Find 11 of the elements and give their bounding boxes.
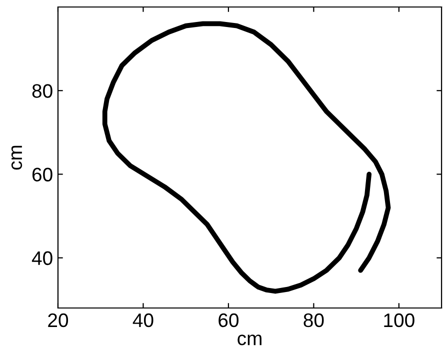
x-tick-label: 100 bbox=[384, 313, 414, 328]
y-tick-label: 60 bbox=[32, 168, 52, 182]
y-tick-label: 40 bbox=[32, 251, 52, 266]
y-axis-title: cm bbox=[11, 146, 22, 170]
x-tick-label: 60 bbox=[218, 313, 239, 328]
x-tick-label: 20 bbox=[48, 313, 68, 328]
y-tick-label: 80 bbox=[32, 84, 52, 98]
x-axis-title: cm bbox=[238, 334, 262, 346]
x-tick-label: 40 bbox=[132, 313, 154, 328]
x-tick-label: 80 bbox=[304, 313, 324, 328]
line-series bbox=[102, 21, 391, 294]
